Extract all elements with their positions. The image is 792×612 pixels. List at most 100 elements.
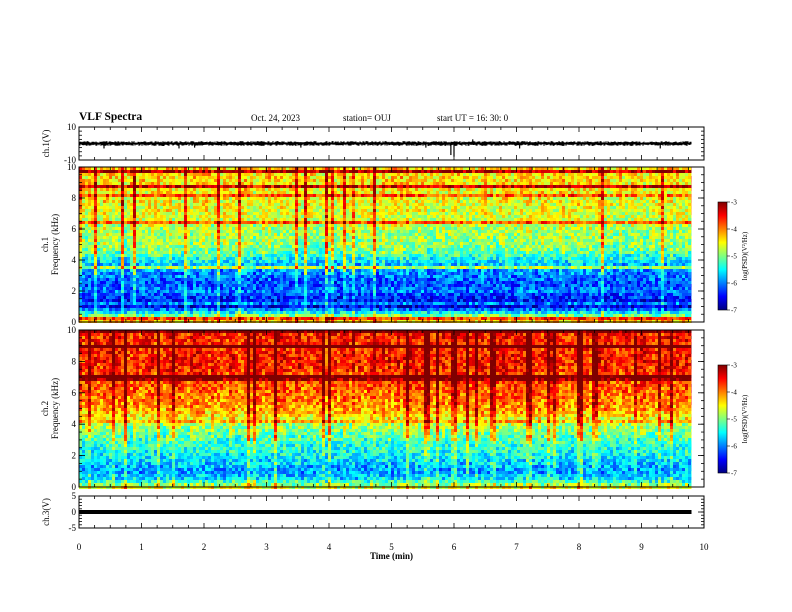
spectrogram-cell: [511, 182, 514, 185]
spectrogram-cell: [214, 185, 217, 188]
spectrogram-cell: [454, 188, 457, 191]
spectrogram-cell: [475, 233, 478, 236]
spectrogram-cell: [112, 203, 115, 206]
spectrogram-cell: [295, 212, 298, 215]
spectrogram-cell: [430, 170, 433, 173]
spectrogram-cell: [316, 185, 319, 188]
spectrogram-cell: [265, 197, 268, 200]
spectrogram-cell: [409, 194, 412, 197]
spectrogram-cell: [427, 236, 430, 239]
spectrogram-cell: [484, 170, 487, 173]
spectrogram-cell: [397, 194, 400, 197]
spectrogram-cell: [583, 209, 586, 212]
spectrogram-cell: [247, 182, 250, 185]
spectrogram-cell: [529, 194, 532, 197]
spectrogram-cell: [676, 212, 679, 215]
spectrogram-cell: [442, 215, 445, 218]
spectrogram-cell: [181, 236, 184, 239]
spectrogram-cell: [490, 221, 493, 224]
spectrogram-cell: [217, 215, 220, 218]
spectrogram-cell: [664, 224, 667, 227]
spectrogram-cell: [262, 179, 265, 182]
spectrogram-cell: [625, 209, 628, 212]
spectrogram-cell: [304, 212, 307, 215]
spectrogram-cell: [427, 203, 430, 206]
spectrogram-cell: [82, 176, 85, 179]
spectrogram-cell: [670, 236, 673, 239]
spectrogram-cell: [277, 224, 280, 227]
spectrogram-cell: [298, 191, 301, 194]
spectrogram-cell: [445, 203, 448, 206]
spectrogram-cell: [475, 173, 478, 176]
spectrogram-cell: [520, 194, 523, 197]
spectrogram-cell: [571, 200, 574, 203]
spectrogram-cell: [658, 167, 661, 170]
spectrogram-cell: [406, 215, 409, 218]
station-label: station= OUJ: [343, 113, 391, 123]
spectrogram-cell: [256, 176, 259, 179]
spectrogram-cell: [190, 173, 193, 176]
spectrogram-cell: [679, 191, 682, 194]
spectrogram-cell: [349, 200, 352, 203]
spectrogram-cell: [682, 236, 685, 239]
spectrogram-cell: [109, 188, 112, 191]
spectrogram-cell: [436, 185, 439, 188]
spectrogram-cell: [511, 188, 514, 191]
spectrogram-cell: [520, 212, 523, 215]
spectrogram-cell: [304, 191, 307, 194]
spectrogram-cell: [688, 170, 691, 173]
spectrogram-cell: [523, 194, 526, 197]
spectrogram-cell: [508, 179, 511, 182]
spectrogram-cell: [676, 191, 679, 194]
spectrogram-cell: [505, 230, 508, 233]
spectrogram-cell: [457, 173, 460, 176]
spectrogram-cell: [355, 188, 358, 191]
spectrogram-cell: [319, 212, 322, 215]
spectrogram-cell: [553, 194, 556, 197]
spectrogram-cell: [550, 206, 553, 209]
spectrogram-cell: [310, 221, 313, 224]
spectrogram-cell: [406, 173, 409, 176]
spectrogram-cell: [280, 239, 283, 242]
spectrogram-cell: [97, 170, 100, 173]
spectrogram-cell: [487, 176, 490, 179]
spectrogram-cell: [82, 173, 85, 176]
spectrogram-cell: [637, 209, 640, 212]
spectrogram-cell: [445, 209, 448, 212]
spectrogram-cell: [517, 221, 520, 224]
spectrogram-cell: [379, 215, 382, 218]
spectrogram-cell: [268, 188, 271, 191]
spectrogram-cell: [604, 173, 607, 176]
spectrogram-cell: [376, 170, 379, 173]
spectrogram-cell: [346, 194, 349, 197]
spectrogram-cell: [331, 236, 334, 239]
spectrogram-cell: [655, 197, 658, 200]
spectrogram-cell: [262, 209, 265, 212]
spectrogram-cell: [595, 221, 598, 224]
spectrogram-cell: [415, 221, 418, 224]
spectrogram-cell: [238, 194, 241, 197]
spectrogram-cell: [91, 176, 94, 179]
spectrogram-cell: [646, 215, 649, 218]
spectrogram-cell: [517, 188, 520, 191]
spectrogram-cell: [481, 194, 484, 197]
spectrogram-cell: [508, 176, 511, 179]
spectrogram-cell: [310, 233, 313, 236]
spectrogram-cell: [643, 233, 646, 236]
spectrogram-cell: [169, 236, 172, 239]
spectrogram-cell: [262, 191, 265, 194]
spectrogram-cell: [130, 221, 133, 224]
spectrogram-cell: [250, 188, 253, 191]
spectrogram-cell: [508, 167, 511, 170]
spectrogram-cell: [178, 218, 181, 221]
spectrogram-cell: [169, 224, 172, 227]
spectrogram-cell: [217, 212, 220, 215]
spectrogram-cell: [112, 236, 115, 239]
spectrogram-cell: [577, 170, 580, 173]
spectrogram-cell: [178, 182, 181, 185]
spectrogram-cell: [241, 206, 244, 209]
spectrogram-cell: [178, 209, 181, 212]
spectrogram-cell: [385, 173, 388, 176]
spectrogram-cell: [229, 194, 232, 197]
spectrogram-cell: [400, 176, 403, 179]
